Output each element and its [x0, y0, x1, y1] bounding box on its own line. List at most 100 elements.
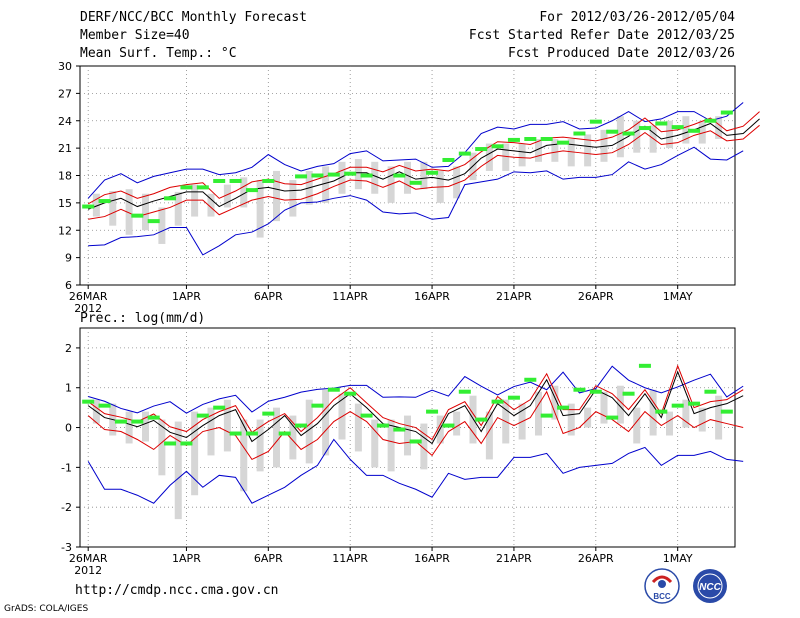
ensemble-bar — [256, 180, 264, 238]
x-tick-label: 26APR — [578, 552, 614, 565]
ensemble-bar — [616, 116, 624, 158]
ensemble-bar — [191, 411, 199, 496]
observed-marker — [131, 419, 144, 424]
observed-marker — [573, 131, 586, 136]
observed-marker — [704, 389, 717, 394]
x-tick-label: 1APR — [172, 290, 201, 303]
source-url[interactable]: http://cmdp.ncc.cma.gov.cn — [75, 583, 279, 598]
observed-marker — [671, 125, 684, 130]
observed-marker — [196, 413, 209, 418]
observed-marker — [393, 173, 406, 178]
observed-marker — [262, 411, 275, 416]
forecast-period-label: For 2012/03/26-2012/05/04 — [539, 10, 735, 25]
observed-marker — [229, 178, 242, 183]
ensemble-bar — [453, 411, 461, 436]
ensemble-bar — [715, 395, 723, 440]
ncc-logo-text: NCC — [699, 582, 721, 593]
observed-marker — [704, 118, 717, 123]
ensemble-bar — [354, 403, 362, 452]
observed-marker — [655, 409, 668, 414]
observed-marker — [311, 173, 324, 178]
observed-marker — [622, 131, 635, 136]
ensemble-bar — [469, 395, 477, 444]
ensemble-bar — [371, 161, 379, 194]
x-tick-label: 6APR — [254, 552, 283, 565]
observed-marker — [491, 399, 504, 404]
x-tick-label: 1MAY — [663, 290, 693, 303]
ensemble-bar — [666, 411, 673, 436]
x-tick-label: 26APR — [578, 290, 614, 303]
ensemble-bar — [371, 419, 379, 468]
observed-marker — [589, 119, 602, 124]
ensemble-bar — [354, 159, 362, 190]
ensemble-bar — [567, 139, 575, 167]
observed-marker — [573, 387, 586, 392]
x-year-label: 2012 — [74, 564, 102, 577]
x-tick-label: 16APR — [414, 290, 450, 303]
observed-marker — [164, 441, 177, 446]
ensemble-bar — [453, 166, 461, 199]
observed-marker — [638, 126, 651, 131]
ensemble-bar — [322, 166, 330, 203]
ensemble-bar — [338, 161, 346, 194]
ensemble-bar — [420, 161, 428, 190]
x-tick-label: 1APR — [172, 552, 201, 565]
observed-marker — [295, 423, 308, 428]
observed-marker — [720, 110, 733, 115]
bcc-logo: BCC — [644, 568, 680, 604]
ensemble-bar — [600, 391, 608, 424]
observed-marker — [229, 431, 242, 436]
ensemble-bar — [420, 423, 428, 470]
observed-marker — [540, 137, 553, 141]
y-tick-label: 2 — [65, 342, 72, 355]
produced-date-label: Fcst Produced Date 2012/03/26 — [508, 46, 735, 61]
x-tick-label: 11APR — [332, 290, 368, 303]
y-tick-label: -1 — [61, 461, 72, 474]
observed-marker — [655, 121, 668, 126]
ensemble-bar — [485, 143, 493, 171]
observed-marker — [638, 363, 651, 368]
observed-marker — [344, 391, 357, 396]
ensemble-bar — [322, 389, 330, 456]
observed-marker — [540, 413, 553, 418]
observed-marker — [82, 399, 95, 404]
observed-marker — [688, 128, 701, 133]
ensemble-bar — [502, 143, 510, 171]
bcc-logo-text: BCC — [653, 592, 671, 601]
observed-marker — [720, 409, 733, 414]
panel-precipitation: -3 -2 -1 0 1 2 26MAR 1APR 6APR 11APR 16APR 21APR 26A… — [61, 311, 744, 577]
observed-marker — [327, 172, 340, 177]
observed-marker — [376, 423, 389, 428]
observed-marker — [82, 204, 95, 209]
ensemble-bar — [92, 193, 100, 217]
observed-marker — [360, 173, 373, 178]
ensemble-bar — [666, 120, 673, 149]
observed-marker — [295, 174, 308, 179]
observed-marker — [409, 180, 422, 185]
ensemble-bar — [256, 419, 264, 472]
ensemble-bar — [698, 407, 706, 432]
ensemble-bar — [142, 193, 149, 231]
x-tick-label: 21APR — [496, 290, 532, 303]
y-tick-label: 0 — [65, 422, 72, 435]
observed-marker — [475, 417, 488, 422]
observed-marker — [98, 403, 111, 408]
ensemble-bar — [174, 191, 182, 226]
series-line-ensemble_mean — [87, 370, 744, 445]
observed-marker — [114, 419, 127, 424]
ensemble-bar — [387, 419, 395, 472]
series-line-ensemble_max — [87, 102, 744, 199]
ensemble-bar — [404, 161, 411, 194]
ensemble-bar — [240, 419, 248, 492]
x-tick-label: 21APR — [496, 552, 532, 565]
ensemble-bar — [404, 415, 411, 456]
observed-marker — [426, 170, 439, 175]
observed-marker — [245, 431, 258, 436]
ensemble-bar — [223, 184, 231, 208]
ensemble-bar — [633, 120, 641, 153]
y-tick-label: 27 — [58, 87, 72, 100]
observed-marker — [524, 137, 537, 141]
observed-marker — [327, 387, 340, 392]
observed-marker — [557, 405, 570, 410]
